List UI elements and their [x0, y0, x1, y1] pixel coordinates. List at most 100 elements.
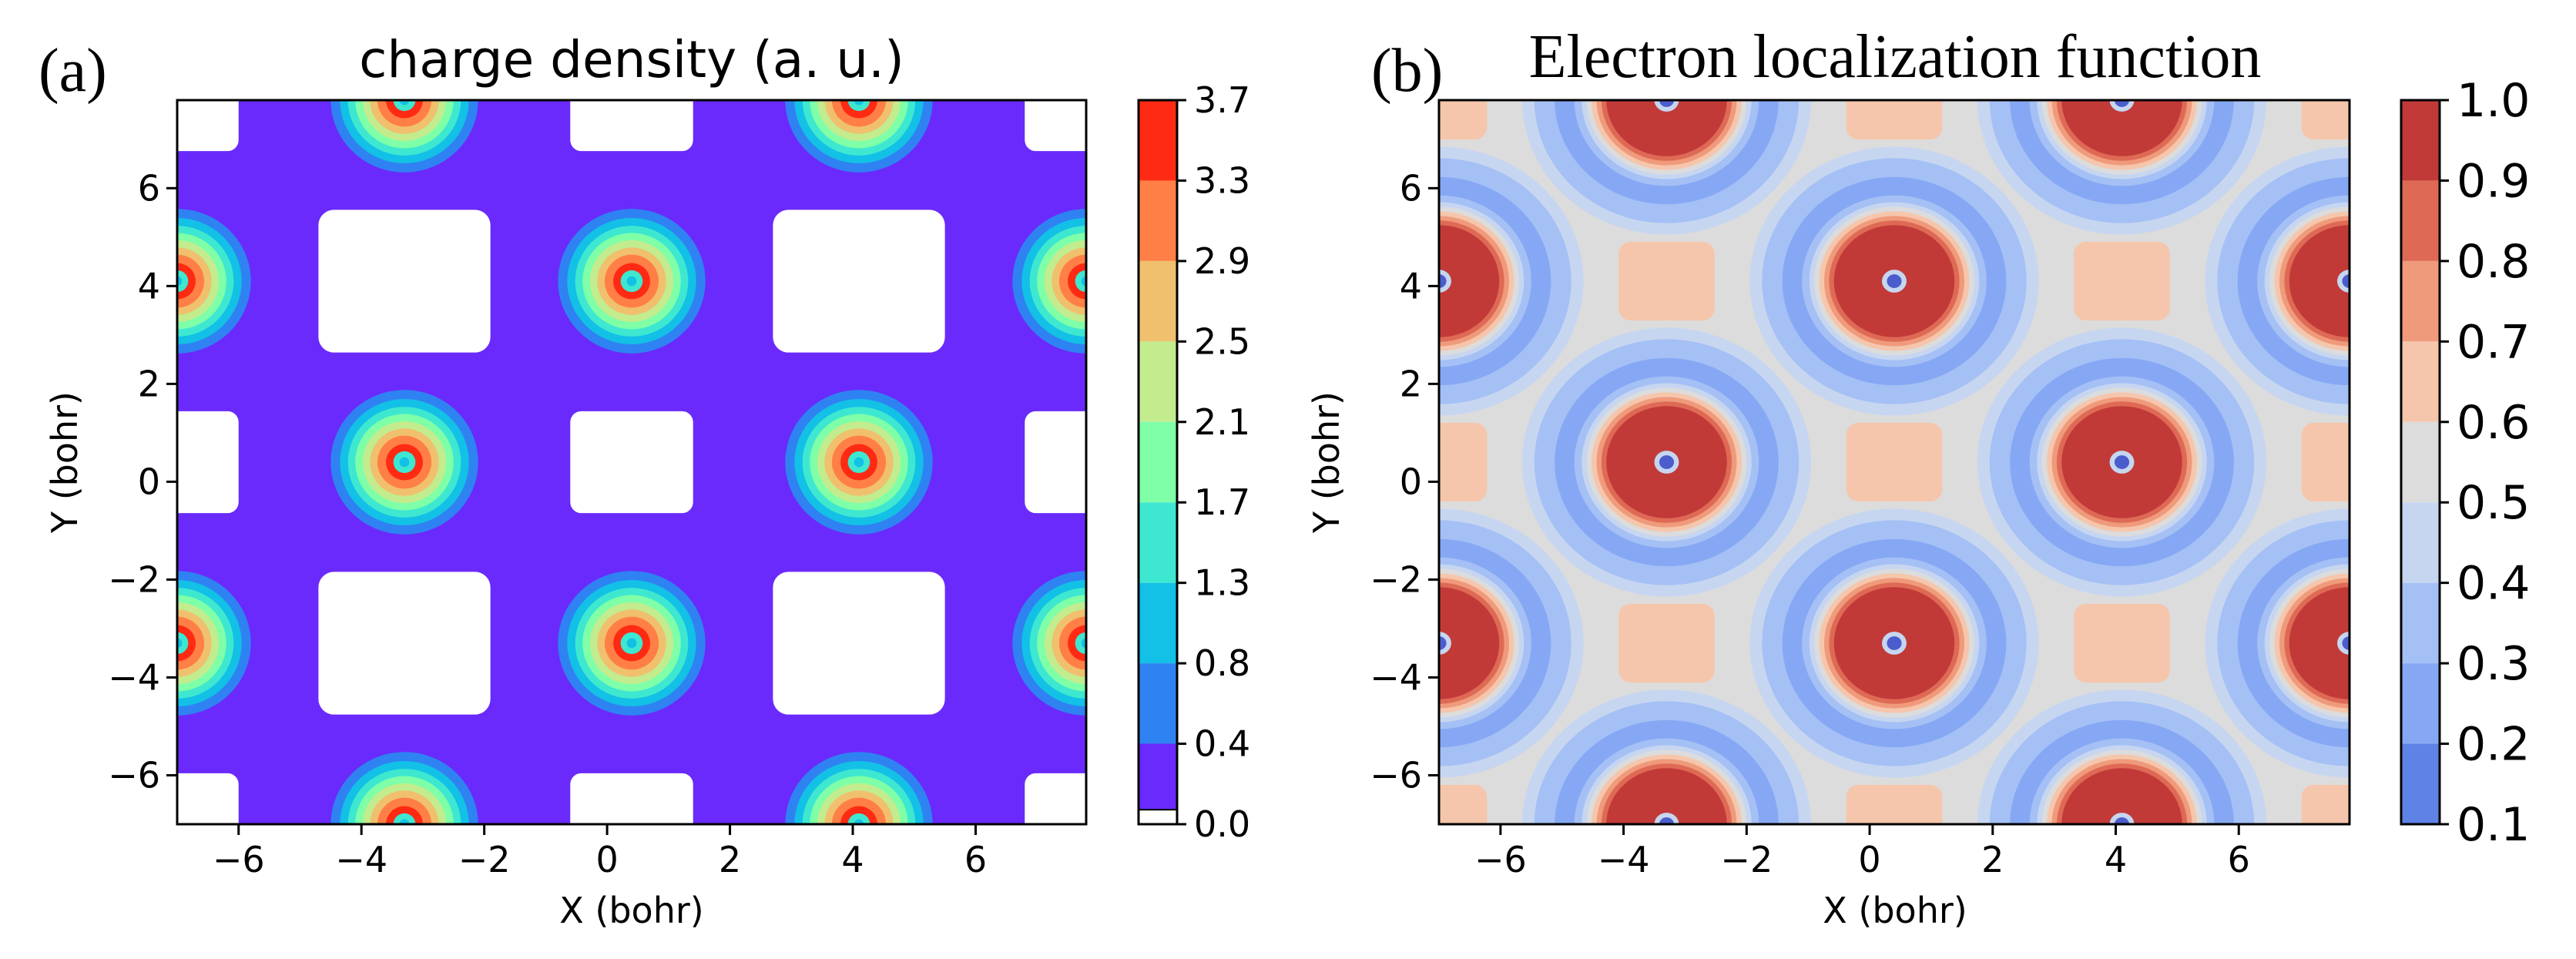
colorbar-tick-label: 3.7 — [1194, 79, 1250, 121]
colorbar-tick-label: 0.2 — [2457, 718, 2530, 772]
y-tick-label: −2 — [108, 558, 160, 600]
colorbar-tick-label: 3.3 — [1194, 159, 1250, 201]
atom-elf-contour — [1606, 768, 1727, 824]
atom-core — [626, 638, 637, 649]
colorbar-band — [2401, 582, 2440, 664]
low-density-region — [570, 100, 693, 152]
colorbar-band — [2401, 743, 2440, 824]
colorbar-tick-label: 0.9 — [2457, 154, 2530, 208]
elf-interstitial-region — [2074, 603, 2170, 683]
colorbar-tick-label: 0.8 — [2457, 235, 2530, 289]
x-tick-label: 6 — [964, 839, 987, 880]
colorbar-frame — [2400, 99, 2441, 826]
colorbar-tick-label: 0.4 — [2457, 557, 2530, 611]
atom-elf-contour — [1887, 636, 1902, 650]
x-tick-label: 2 — [1981, 839, 2004, 880]
atom-elf-contour — [2289, 225, 2350, 337]
atom-density-contour — [1075, 632, 1086, 655]
colorbar-tick-label: 1.3 — [1194, 562, 1250, 604]
colorbar-tick-label: 0.1 — [2457, 798, 2530, 852]
atom-elf-contour — [2289, 587, 2350, 699]
x-tick-label: 6 — [2228, 839, 2250, 880]
x-tick-label: −2 — [458, 839, 511, 880]
y-tick-label: 4 — [1400, 265, 1422, 307]
atom-core — [854, 100, 864, 106]
atom-core — [399, 100, 410, 106]
colorbar-band — [1139, 100, 1177, 181]
colorbar-band — [1139, 743, 1177, 810]
atom-core — [626, 276, 637, 287]
atom-elf-contour — [2061, 100, 2182, 156]
elf-interstitial-region — [1439, 784, 1488, 824]
low-density-region — [570, 773, 693, 824]
panel-a-title: charge density (a. u.) — [359, 30, 904, 89]
panel-b-label: (b) — [1371, 37, 1443, 105]
colorbar-band — [2401, 502, 2440, 583]
atom-elf-contour — [1659, 100, 1675, 107]
atom-elf-contour — [2114, 100, 2130, 107]
y-tick-label: −6 — [1370, 754, 1422, 796]
atom-elf-contour — [1439, 225, 1500, 337]
colorbar-band — [2401, 260, 2440, 342]
x-tick-label: 4 — [2105, 839, 2127, 880]
y-tick-label: −6 — [108, 754, 160, 796]
x-tick-label: −6 — [213, 839, 265, 880]
y-tick-label: 2 — [138, 363, 160, 404]
atom-elf-contour — [1659, 455, 1675, 469]
colorbar-band — [2401, 341, 2440, 422]
atom-core — [1081, 638, 1086, 649]
colorbar-band — [2401, 663, 2440, 744]
colorbar-tick-label: 0.4 — [1194, 723, 1250, 765]
atom-core — [854, 819, 864, 824]
atom-elf-contour — [1439, 636, 1447, 650]
elf-interstitial-region — [1439, 422, 1488, 502]
colorbar-band — [2401, 421, 2440, 503]
panel-b: (b) Electron localization function −6 −4−… — [1306, 23, 2530, 931]
elf-interstitial-region — [1846, 100, 1943, 140]
panel-a-plot-area — [177, 100, 1086, 824]
colorbar-band — [2401, 180, 2440, 261]
x-tick-label: 0 — [595, 839, 618, 880]
colorbar-band — [1139, 341, 1177, 422]
elf-interstitial-region — [2301, 422, 2350, 502]
panel-a: (a) charge density (a. u.) −6 −4 −2 0 2 4 6−6−… — [39, 30, 1250, 931]
atom-elf-contour — [2342, 636, 2350, 650]
panel-b-ylabel: Y (bohr) — [1306, 391, 1347, 534]
y-tick-label: 2 — [1400, 363, 1422, 404]
y-tick-label: 6 — [1400, 167, 1422, 209]
x-tick-label: −2 — [1720, 839, 1773, 880]
colorbar-tick-label: 0.6 — [2457, 396, 2530, 450]
colorbar-band — [1139, 582, 1177, 664]
atom-elf-contour — [1659, 817, 1675, 824]
panel-a-colorbar: 3.7 3.3 2.9 2.5 2.1 1.7 1.3 0.8 0.4 0.0 — [1137, 79, 1250, 845]
low-density-region — [1025, 773, 1086, 824]
x-tick-label: −4 — [1598, 839, 1650, 880]
elf-interstitial-region — [1846, 784, 1943, 824]
panel-a-ylabel: Y (bohr) — [44, 391, 86, 534]
x-tick-label: 2 — [719, 839, 741, 880]
atom-elf-contour — [1439, 274, 1447, 288]
colorbar-tick-label: 0.8 — [1194, 642, 1250, 684]
x-tick-label: −4 — [335, 839, 387, 880]
atom-elf-contour — [1606, 100, 1727, 156]
atom-elf-contour — [2342, 274, 2350, 288]
x-tick-label: 4 — [841, 839, 864, 880]
x-tick-label: −6 — [1474, 839, 1527, 880]
panel-b-ticks: −6 −4 −2 0 2 4 6 −6 −4 −2 0 2 4 6 — [1370, 167, 2250, 880]
colorbar-tick-label: 0.5 — [2457, 476, 2530, 530]
panel-b-axes-frame — [1437, 99, 2351, 826]
colorbar-tick-label: 2.9 — [1194, 240, 1250, 282]
low-density-region — [177, 100, 239, 152]
atom-density-contour — [393, 100, 416, 112]
panel-a-axes-frame — [176, 99, 1088, 826]
y-tick-label: −2 — [1370, 558, 1422, 600]
low-density-region — [570, 411, 693, 514]
colorbar-tick-label: 1.7 — [1194, 481, 1250, 523]
atom-core — [1081, 276, 1086, 287]
atom-density-contour — [177, 632, 189, 655]
atom-core — [854, 457, 864, 468]
atom-elf-contour — [2114, 455, 2130, 469]
elf-interstitial-region — [1439, 100, 1488, 140]
colorbar-band — [1139, 421, 1177, 503]
